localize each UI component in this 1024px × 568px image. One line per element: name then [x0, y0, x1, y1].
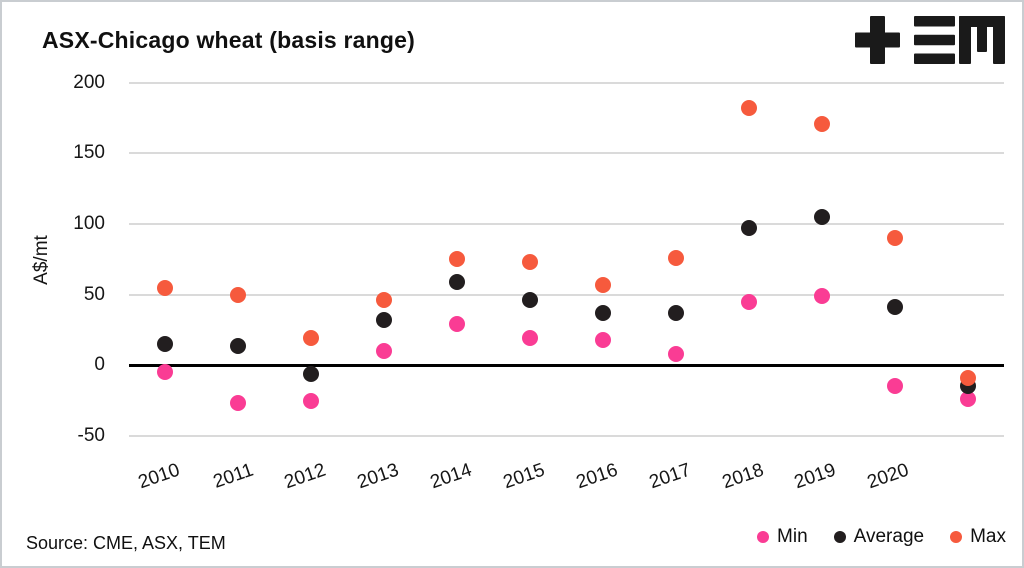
x-tick-label-2011: 2011 [210, 459, 256, 493]
data-point-average-2015 [522, 292, 539, 309]
data-point-max-2010 [157, 279, 174, 296]
data-point-min-2012 [303, 392, 320, 409]
data-point-max-2014 [449, 251, 466, 268]
data-point-average-2014 [449, 273, 466, 290]
legend-label-max: Max [970, 526, 1006, 547]
legend-label-average: Average [853, 526, 925, 547]
x-tick-label-2012: 2012 [281, 459, 329, 494]
x-tick-label-2010: 2010 [135, 459, 183, 494]
data-point-average-2017 [667, 305, 684, 322]
data-point-average-2020 [886, 299, 903, 316]
data-point-min-2013 [376, 343, 393, 360]
legend: Min Average Max [757, 526, 1006, 548]
data-point-min-2010 [157, 364, 174, 381]
data-point-average-2010 [157, 336, 174, 353]
data-point-max-2019 [813, 115, 830, 132]
data-point-max-2017 [667, 249, 684, 266]
y-tick-label-50: 50 [83, 283, 105, 305]
data-point-average-2012 [303, 365, 320, 382]
legend-item-max: Max [950, 526, 1006, 548]
data-point-average-2011 [230, 337, 247, 354]
y-gridline-100 [129, 223, 1004, 226]
source-note: Source: CME, ASX, TEM [26, 533, 226, 553]
zero-baseline [129, 363, 1004, 368]
data-point-min-2011 [230, 395, 247, 412]
x-tick-label-2019: 2019 [792, 459, 839, 494]
max-legend-dot-icon [950, 531, 963, 543]
data-point-average-2016 [594, 305, 611, 322]
data-point-min-2017 [667, 346, 684, 362]
min-legend-dot-icon [757, 531, 770, 543]
data-point-max-2012 [303, 330, 320, 347]
data-point-average-2019 [813, 209, 830, 225]
data-point-min-2015 [522, 330, 539, 347]
legend-label-min: Min [777, 526, 808, 547]
data-point-min-2016 [594, 331, 611, 348]
legend-item-min: Min [757, 526, 808, 548]
data-point-max-2018 [740, 100, 757, 117]
data-point-max-2011 [230, 286, 247, 303]
x-tick-label-2017: 2017 [646, 459, 694, 494]
average-legend-dot-icon [833, 531, 846, 543]
data-point-max-2015 [522, 254, 539, 271]
chart-title: ASX-Chicago wheat (basis range) [42, 27, 415, 53]
x-tick-label-2018: 2018 [719, 459, 767, 494]
data-point-max-2013 [376, 292, 393, 309]
legend-item-average: Average [833, 526, 925, 548]
data-point-average-2013 [376, 312, 393, 329]
y-tick-label-0: 0 [94, 354, 105, 376]
y-tick-label-200: 200 [73, 71, 105, 93]
x-tick-label-2016: 2016 [573, 459, 621, 494]
y-gridline--50 [129, 434, 1004, 437]
data-point-max-extra [959, 370, 976, 386]
data-point-min-2019 [813, 288, 830, 305]
x-tick-label-2014: 2014 [427, 459, 475, 494]
x-tick-label-2013: 2013 [354, 459, 402, 494]
y-gridline-200 [129, 81, 1004, 84]
data-point-min-2014 [449, 316, 466, 333]
y-gridline-150 [129, 152, 1004, 155]
y-tick-label--50: -50 [77, 424, 105, 446]
data-point-average-2018 [740, 220, 757, 237]
tem-logo-icon [855, 16, 1005, 64]
data-point-max-2020 [886, 230, 903, 247]
y-axis-title: A$/mt [31, 235, 52, 285]
data-point-max-2016 [594, 276, 611, 293]
y-tick-label-100: 100 [73, 213, 105, 235]
y-tick-label-150: 150 [73, 142, 105, 164]
data-point-min-extra [959, 391, 976, 408]
x-tick-label-2020: 2020 [865, 459, 912, 494]
data-point-min-2020 [886, 378, 903, 395]
data-point-min-2018 [740, 293, 757, 310]
y-gridline-50 [129, 293, 1004, 296]
x-tick-label-2015: 2015 [500, 459, 548, 494]
